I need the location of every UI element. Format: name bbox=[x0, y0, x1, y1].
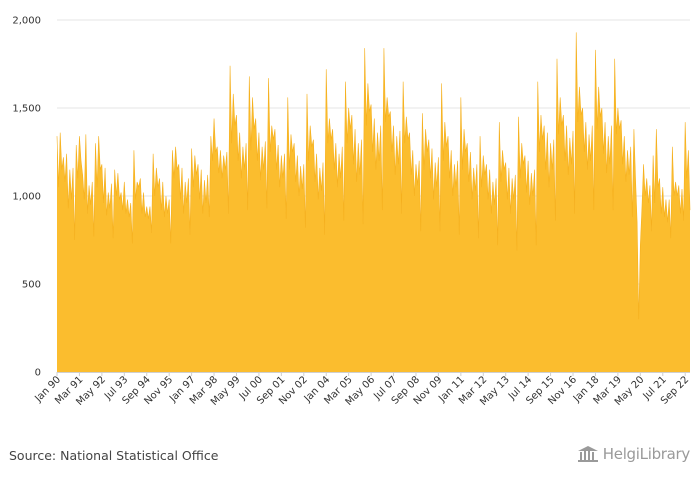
y-tick-label: 1,500 bbox=[12, 104, 41, 115]
y-tick-label: 1,000 bbox=[12, 192, 41, 203]
area-series bbox=[57, 32, 690, 372]
source-note: Source: National Statistical Office bbox=[9, 448, 219, 463]
y-tick-label: 2,000 bbox=[12, 16, 41, 27]
chart-area-layer bbox=[56, 32, 691, 372]
area-series-outline bbox=[56, 32, 691, 320]
brand-name: HelgiLibrary bbox=[602, 445, 691, 463]
brand[interactable]: HelgiLibrary bbox=[577, 445, 690, 463]
y-tick-label: 500 bbox=[22, 280, 41, 291]
library-logo-icon bbox=[577, 446, 598, 462]
chart-footer: Source: National Statistical Office Helg… bbox=[0, 440, 700, 483]
y-axis: 0 500 1,000 1,500 2,000 bbox=[12, 16, 41, 379]
y-tick-label: 0 bbox=[35, 368, 41, 379]
